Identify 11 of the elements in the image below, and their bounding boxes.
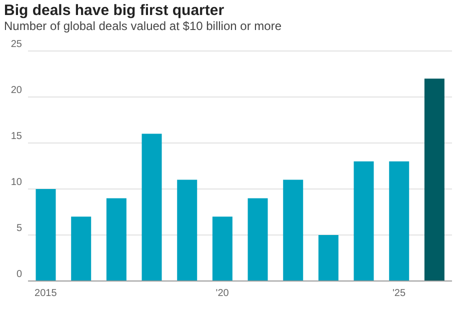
y-tick-label: 25 [10, 39, 22, 50]
y-tick-label: 10 [10, 177, 22, 188]
x-tick-label: '25 [392, 288, 406, 300]
chart-title: Big deals have big first quarter [4, 2, 226, 19]
y-tick-label: 15 [10, 131, 22, 142]
y-tick-label: 5 [16, 223, 22, 234]
y-tick-label: 0 [16, 269, 22, 280]
chart-subtitle: Number of global deals valued at $10 billion or more [4, 19, 282, 33]
y-tick-label: 20 [10, 85, 22, 96]
x-tick-label: '20 [216, 288, 230, 300]
x-tick-label: 2015 [34, 288, 58, 300]
